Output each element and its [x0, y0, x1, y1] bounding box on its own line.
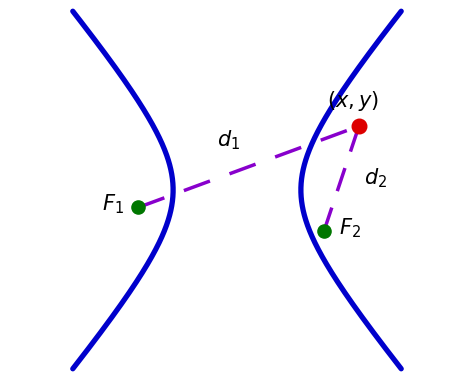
Text: $(x, y)$: $(x, y)$ [327, 89, 379, 113]
Point [355, 123, 363, 129]
Text: $\boldsymbol{F_1}$: $\boldsymbol{F_1}$ [102, 193, 124, 216]
Point [320, 228, 328, 234]
Text: $\boldsymbol{F_2}$: $\boldsymbol{F_2}$ [338, 216, 361, 239]
Text: $d_1$: $d_1$ [217, 129, 240, 152]
Text: $d_2$: $d_2$ [364, 166, 387, 190]
Point [135, 204, 142, 211]
